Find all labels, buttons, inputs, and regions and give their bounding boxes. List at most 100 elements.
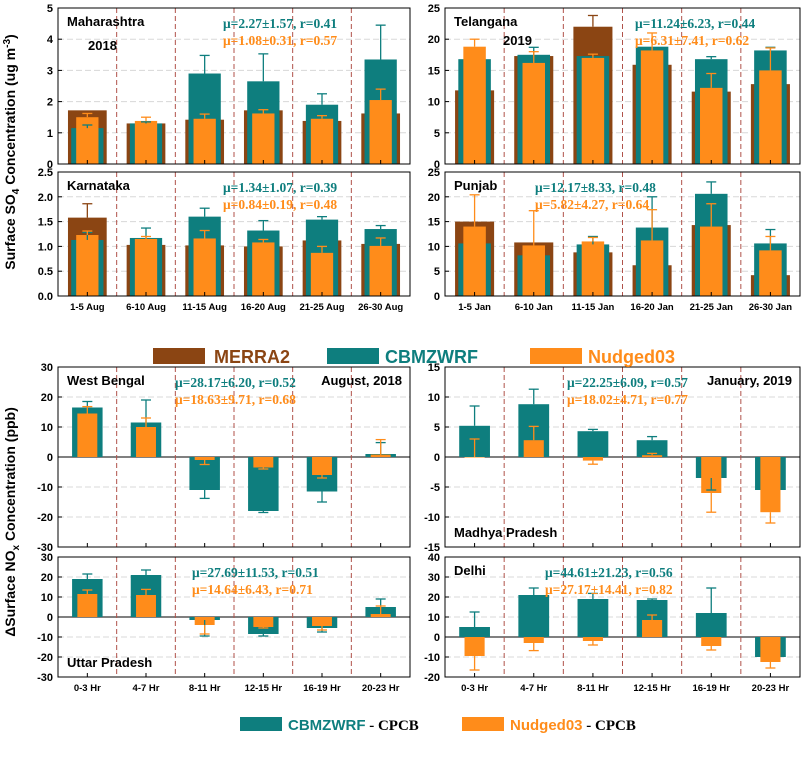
- bar-nudged03: [760, 457, 781, 513]
- errorbar-nudged03: [647, 209, 658, 241]
- errorbar-nudged03: [141, 116, 151, 121]
- bar-cbmzwrf: [695, 613, 727, 637]
- y-tick-label: 5: [434, 266, 440, 278]
- errorbar-nudged03: [647, 32, 658, 51]
- bar-nudged03: [134, 238, 158, 296]
- panel-madhya-pradesh: -15 -10 -5 0 5 10 15 Madhya Pradesh January, 201…: [424, 362, 801, 554]
- bar-nudged03: [759, 70, 782, 164]
- y-tick-label: 10: [41, 422, 53, 434]
- y-tick-label: 0: [434, 632, 440, 644]
- errorbar-nudged03: [765, 235, 776, 251]
- bar-nudged03: [253, 457, 274, 468]
- y-tick-label: -10: [424, 512, 440, 524]
- y-axis-label-nox: ΔSurface NOx Concentration (ppb): [2, 407, 22, 637]
- bar-nudged03: [700, 87, 723, 164]
- errorbar-nudged03: [82, 405, 93, 414]
- errorbar-nudged03: [375, 237, 386, 246]
- bar-nudged03: [252, 242, 275, 296]
- x-tick-label: 16-20 Jan: [630, 302, 674, 313]
- legend-label-nudged03: Nudged03 - CPCB: [510, 717, 636, 734]
- panel-telangana: 0 5 10 15 20 25 Telangana 2019 μ=11.24±6.23, r=0…: [428, 3, 801, 171]
- errorbar-cbmzwrf: [375, 24, 386, 60]
- stat-nudged03: μ=0.84±0.19, r=0.48: [223, 197, 337, 212]
- errorbar-cbmzwrf: [528, 587, 539, 595]
- errorbar-cbmzwrf: [258, 53, 269, 82]
- y-tick-label: 0: [47, 159, 53, 171]
- stat-cbmzwrf: μ=11.24±6.23, r=0.44: [635, 16, 755, 31]
- panel-maharashtra: 0 1 2 3 4 5 Maharashtra 2018 μ=2.27±1.57, r=0.41…: [47, 3, 411, 171]
- errorbar-merra2: [587, 14, 598, 27]
- errorbar-cbmzwrf: [258, 511, 269, 514]
- bar-nudged03: [312, 617, 332, 626]
- bar-cbmzwrf: [459, 627, 490, 637]
- y-tick-label: 2.5: [38, 167, 53, 179]
- bar-nudged03: [136, 427, 156, 457]
- bar-nudged03: [522, 245, 545, 296]
- y-tick-label: 15: [428, 362, 440, 374]
- x-tick-label: 16-19 Hr: [303, 683, 341, 694]
- panel-title: Uttar Pradesh: [67, 655, 152, 670]
- panel-period: August, 2018: [321, 373, 402, 388]
- errorbar-nudged03: [528, 425, 539, 441]
- bar-nudged03: [581, 241, 605, 296]
- bar-cbmzwrf: [518, 595, 550, 637]
- stat-cbmzwrf: μ=27.69±11.53, r=0.51: [192, 565, 319, 580]
- errorbar-cbmzwrf: [706, 587, 717, 613]
- bar-nudged03: [252, 113, 275, 164]
- y-tick-label: 3: [47, 65, 53, 77]
- x-tick-label: 4-7 Hr: [520, 683, 547, 694]
- errorbar-cbmzwrf: [82, 124, 93, 129]
- errorbar-nudged03: [258, 238, 269, 243]
- legend-label-cbmzwrf: CBMZWRF: [385, 347, 478, 367]
- errorbar-cbmzwrf: [258, 219, 269, 231]
- x-tick-label: 1-5 Jan: [458, 302, 491, 313]
- bar-nudged03: [369, 245, 392, 296]
- y-tick-label: 25: [428, 3, 440, 15]
- y-tick-label: -10: [37, 482, 53, 494]
- panel-uttar-pradesh: -30 -20 -10 0 10 20 30 0-3 Hr 4-7 Hr 8-11 Hr 12-15…: [37, 552, 411, 694]
- y-tick-label: 5: [434, 128, 440, 140]
- errorbar-nudged03: [258, 627, 269, 629]
- axes-frame: [444, 171, 801, 297]
- y-tick-label: 1: [47, 128, 53, 140]
- y-tick-label: 0: [47, 452, 53, 464]
- y-tick-label: -10: [424, 652, 440, 664]
- bar-cbmzwrf: [577, 599, 609, 637]
- bar-nudged03: [77, 594, 98, 617]
- errorbar-cbmzwrf: [528, 388, 539, 405]
- errorbar-cbmzwrf: [587, 592, 598, 599]
- stat-cbmzwrf: μ=2.27±1.57, r=0.41: [223, 16, 337, 31]
- errorbar-nudged03: [141, 588, 151, 595]
- y-tick-label: -20: [37, 512, 53, 524]
- stat-cbmzwrf: μ=12.17±8.33, r=0.48: [535, 180, 656, 195]
- y-tick-label: 1.5: [38, 217, 53, 229]
- y-tick-label: 0.0: [38, 291, 53, 303]
- legend-label-merra2: MERRA2: [214, 347, 290, 367]
- axes-frame: [57, 171, 411, 297]
- x-tick-label: 4-7 Hr: [133, 683, 160, 694]
- bar-nudged03: [134, 120, 158, 164]
- x-tick-label: 11-15 Aug: [182, 302, 227, 313]
- errorbar-nudged03: [528, 51, 539, 63]
- errorbar-nudged03: [317, 245, 327, 253]
- bar-nudged03: [523, 440, 544, 457]
- y-tick-label: 10: [428, 97, 440, 109]
- errorbar-nudged03: [706, 493, 717, 513]
- errorbar-nudged03: [706, 646, 717, 651]
- bar-nudged03: [77, 413, 98, 457]
- errorbar-nudged03: [647, 452, 658, 456]
- bar-nudged03: [701, 637, 722, 646]
- errorbar-nudged03: [765, 662, 776, 669]
- panel-title: Telangana: [454, 14, 518, 29]
- errorbar-nudged03: [199, 113, 210, 119]
- panel-karnataka: 0.0 0.5 1.0 1.5 2.0 2.5 1-5 Aug 6-10 Aug 11-15 A…: [38, 167, 411, 313]
- bar-nudged03: [312, 457, 332, 475]
- errorbar-cbmzwrf: [317, 491, 327, 503]
- x-tick-label: 12-15 Hr: [245, 683, 283, 694]
- axes-frame: [444, 7, 801, 165]
- errorbar-nudged03: [375, 88, 386, 101]
- errorbar-cbmzwrf: [375, 224, 386, 230]
- y-tick-label: 20: [428, 34, 440, 46]
- errorbar-nudged03: [469, 38, 480, 47]
- errorbar-cbmzwrf: [258, 634, 269, 637]
